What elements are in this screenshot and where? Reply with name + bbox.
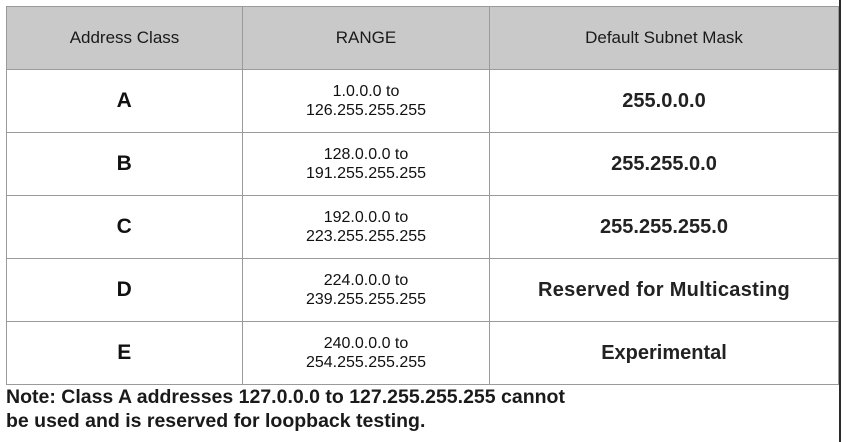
loopback-note: Note: Class A addresses 127.0.0.0 to 127… bbox=[6, 385, 836, 433]
header-default-subnet-mask: Default Subnet Mask bbox=[489, 6, 839, 70]
range-end: 126.255.255.255 bbox=[305, 102, 427, 119]
table-row: E 240.0.0.0 to 254.255.255.255 Experimen… bbox=[6, 321, 839, 385]
range-start: 128.0.0.0 to bbox=[323, 146, 409, 163]
ip-address-class-table: Address Class RANGE Default Subnet Mask … bbox=[6, 6, 839, 385]
address-class-cell: B bbox=[6, 132, 243, 196]
range-cell: 1.0.0.0 to 126.255.255.255 bbox=[242, 69, 490, 133]
address-class-cell: D bbox=[6, 258, 243, 322]
table-row: D 224.0.0.0 to 239.255.255.255 Reserved … bbox=[6, 258, 839, 322]
range-start: 224.0.0.0 to bbox=[323, 272, 409, 289]
range-cell: 128.0.0.0 to 191.255.255.255 bbox=[242, 132, 490, 196]
range-cell: 192.0.0.0 to 223.255.255.255 bbox=[242, 195, 490, 259]
subnet-mask-cell: Experimental bbox=[489, 321, 839, 385]
range-cell: 240.0.0.0 to 254.255.255.255 bbox=[242, 321, 490, 385]
note-line-2: be used and is reserved for loopback tes… bbox=[6, 410, 426, 432]
header-range: RANGE bbox=[242, 6, 490, 70]
header-address-class: Address Class bbox=[6, 6, 243, 70]
table-row: C 192.0.0.0 to 223.255.255.255 255.255.2… bbox=[6, 195, 839, 259]
table-row: B 128.0.0.0 to 191.255.255.255 255.255.0… bbox=[6, 132, 839, 196]
table-header-row: Address Class RANGE Default Subnet Mask bbox=[6, 6, 839, 70]
range-end: 191.255.255.255 bbox=[305, 165, 427, 182]
address-class-cell: C bbox=[6, 195, 243, 259]
address-class-cell: E bbox=[6, 321, 243, 385]
table-row: A 1.0.0.0 to 126.255.255.255 255.0.0.0 bbox=[6, 69, 839, 133]
range-start: 192.0.0.0 to bbox=[323, 209, 409, 226]
range-start: 240.0.0.0 to bbox=[323, 335, 409, 352]
subnet-mask-cell: 255.0.0.0 bbox=[489, 69, 839, 133]
subnet-mask-cell: Reserved for Multicasting bbox=[489, 258, 839, 322]
range-end: 239.255.255.255 bbox=[305, 291, 427, 308]
range-end: 223.255.255.255 bbox=[305, 228, 427, 245]
range-end: 254.255.255.255 bbox=[305, 354, 427, 371]
range-cell: 224.0.0.0 to 239.255.255.255 bbox=[242, 258, 490, 322]
subnet-mask-cell: 255.255.0.0 bbox=[489, 132, 839, 196]
range-start: 1.0.0.0 to bbox=[332, 83, 400, 100]
address-class-cell: A bbox=[6, 69, 243, 133]
note-line-1: Note: Class A addresses 127.0.0.0 to 127… bbox=[6, 386, 565, 408]
subnet-mask-cell: 255.255.255.0 bbox=[489, 195, 839, 259]
